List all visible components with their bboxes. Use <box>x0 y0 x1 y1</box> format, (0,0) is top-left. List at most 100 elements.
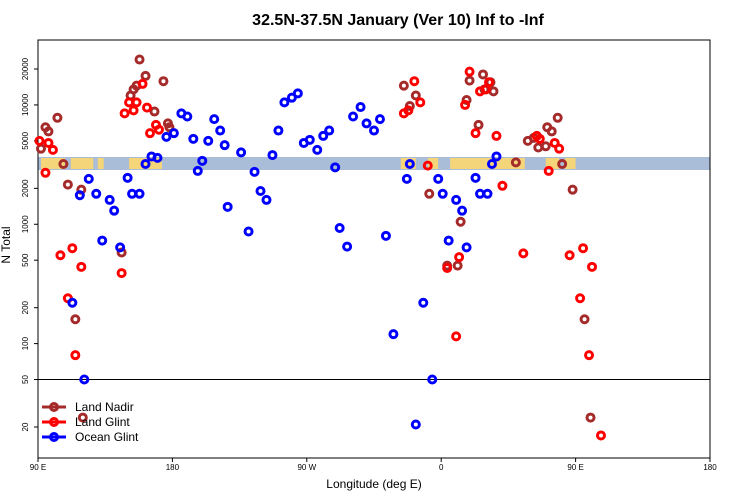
y-tick-label: 100 <box>21 336 30 350</box>
ocean-glint-point <box>342 241 353 252</box>
ocean-glint-point <box>215 125 226 136</box>
land-glint-point <box>584 350 595 361</box>
ocean-glint-point <box>427 374 438 385</box>
land-glint-point <box>483 77 494 88</box>
land-glint-point <box>442 263 453 274</box>
x-tick-label: 90 W <box>297 463 316 472</box>
land-glint-point <box>67 243 78 254</box>
land-nadir-point <box>455 216 466 227</box>
x-tick-label: 180 <box>166 463 180 472</box>
map-land <box>400 158 416 169</box>
land-nadir-point <box>557 158 568 169</box>
land-nadir-point <box>488 86 499 97</box>
land-nadir-point <box>533 142 544 153</box>
ocean-glint-point <box>437 188 448 199</box>
legend-label-land-glint: Land Glint <box>75 415 130 429</box>
ocean-glint-point <box>312 144 323 155</box>
land-glint-point <box>55 250 66 261</box>
map-strip <box>38 157 710 170</box>
ocean-glint-point <box>401 173 412 184</box>
land-glint-point <box>497 180 508 191</box>
ocean-glint-point <box>236 147 247 158</box>
ocean-glint-point <box>219 140 230 151</box>
legend-marker-ocean-glint <box>49 432 59 442</box>
x-axis: 90 E 180 90 W 0 90 E 180 <box>30 458 717 472</box>
chart-title: 32.5N-37.5N January (Ver 10) Inf to -Inf <box>252 12 544 29</box>
map-land <box>129 158 162 169</box>
ocean-glint-point <box>380 230 391 241</box>
ocean-glint-point <box>369 125 379 136</box>
ocean-glint-point <box>255 185 266 196</box>
ocean-glint-point <box>222 201 233 212</box>
y-tick-label: 50 <box>21 375 30 384</box>
land-nadir-point <box>579 314 590 325</box>
ocean-glint-point <box>197 155 208 166</box>
y-tick-label: 1000 <box>21 215 30 233</box>
ocean-glint-point <box>209 114 220 125</box>
ocean-glint-point <box>348 111 359 122</box>
ocean-glint-point <box>330 162 341 173</box>
land-glint-point <box>422 160 433 171</box>
ocean-glint-point <box>261 194 272 205</box>
ocean-glint-point <box>318 130 329 141</box>
land-nadir-point <box>164 122 175 133</box>
land-glint-point <box>470 128 481 139</box>
ocean-glint-point <box>203 135 214 146</box>
ocean-glint-point <box>182 111 193 122</box>
map-land <box>545 158 560 169</box>
ocean-glint-point <box>168 128 179 139</box>
land-nadir-point <box>58 158 69 169</box>
ocean-glint-point <box>451 194 462 205</box>
ocean-glint-point <box>188 133 199 144</box>
ocean-glint-point <box>418 297 429 308</box>
land-nadir-point <box>478 69 489 80</box>
land-glint-point <box>409 76 420 87</box>
ocean-glint-point <box>304 134 315 145</box>
x-tick-label: 90 E <box>567 463 583 472</box>
ocean-glint-point <box>404 158 415 169</box>
ocean-glint-point <box>104 194 115 205</box>
land-glint-point <box>543 165 554 176</box>
land-glint-point <box>70 350 81 361</box>
land-nadir-point <box>52 112 63 123</box>
ocean-glint-point <box>324 125 335 136</box>
land-glint-point <box>587 261 598 272</box>
ocean-glint-point <box>115 242 126 253</box>
land-nadir-point <box>140 70 151 81</box>
land-glint-point <box>47 144 58 155</box>
land-nadir-point <box>70 314 81 325</box>
land-nadir-point <box>510 157 521 168</box>
ocean-glint-point <box>279 97 290 108</box>
land-glint-point <box>34 135 45 146</box>
legend-label-land-nadir: Land Nadir <box>75 400 134 414</box>
ocean-glint-point <box>97 235 108 246</box>
plot-frame <box>37 39 711 459</box>
map-land <box>70 158 94 169</box>
y-axis: 20 50 100 200 500 1000 2000 5000 10000 20000 <box>21 57 38 431</box>
land-nadir-point <box>149 106 160 117</box>
ocean-glint-point <box>267 150 278 161</box>
land-nadir-point <box>567 184 578 195</box>
land-nadir-point <box>158 76 169 87</box>
y-axis-label: N Total <box>0 226 13 263</box>
land-glint-point <box>554 143 565 154</box>
land-glint-point <box>534 133 545 144</box>
map-land <box>40 158 65 169</box>
ocean-glint-point <box>334 223 345 234</box>
ocean-glint-point <box>127 188 138 199</box>
land-nadir-point <box>62 179 73 190</box>
map-land <box>565 158 576 169</box>
ocean-glint-point <box>192 165 203 176</box>
y-tick-label: 20 <box>21 422 30 431</box>
land-glint-point <box>578 243 589 254</box>
land-nadir-point <box>43 126 54 137</box>
land-glint-point <box>131 97 142 108</box>
land-glint-point <box>142 102 153 113</box>
y-tick-label: 20000 <box>21 57 30 80</box>
land-nadir-point <box>552 112 563 123</box>
land-glint-point <box>116 268 127 279</box>
land-glint-point <box>43 137 54 148</box>
ocean-glint-point <box>140 158 151 169</box>
ocean-glint-point <box>292 88 303 99</box>
